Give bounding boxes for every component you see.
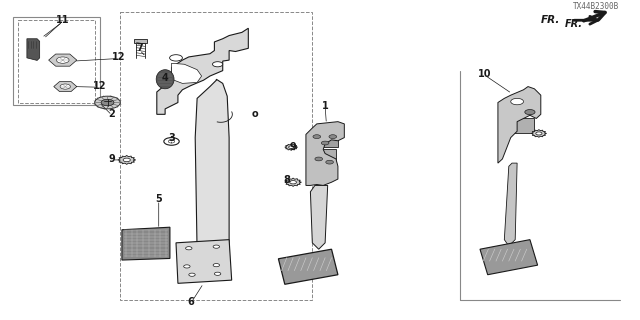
- Circle shape: [525, 109, 535, 115]
- Circle shape: [313, 135, 321, 139]
- Circle shape: [289, 146, 294, 148]
- Circle shape: [213, 264, 220, 267]
- Circle shape: [290, 180, 296, 184]
- Polygon shape: [285, 144, 298, 150]
- Text: 6: 6: [188, 298, 194, 308]
- Polygon shape: [156, 70, 174, 89]
- Text: o: o: [252, 109, 258, 119]
- Polygon shape: [122, 227, 170, 260]
- Circle shape: [170, 55, 182, 61]
- Text: TX44B2300B: TX44B2300B: [573, 2, 620, 11]
- Circle shape: [214, 272, 221, 275]
- Bar: [312, 149, 336, 166]
- Circle shape: [213, 245, 220, 248]
- Polygon shape: [306, 122, 344, 185]
- Polygon shape: [157, 28, 248, 114]
- Text: 8: 8: [284, 175, 290, 185]
- Circle shape: [212, 62, 223, 67]
- Circle shape: [95, 96, 120, 109]
- Circle shape: [321, 141, 329, 145]
- Text: 11: 11: [56, 15, 70, 25]
- Text: 9: 9: [290, 142, 296, 152]
- Text: FR.: FR.: [565, 19, 583, 29]
- Circle shape: [315, 157, 323, 161]
- Text: 10: 10: [478, 69, 492, 79]
- Circle shape: [536, 132, 542, 135]
- Text: 3: 3: [168, 133, 175, 143]
- Polygon shape: [285, 178, 301, 186]
- Text: 2: 2: [109, 109, 115, 119]
- Polygon shape: [504, 163, 517, 246]
- Text: 1: 1: [322, 101, 328, 111]
- Polygon shape: [498, 87, 541, 163]
- Circle shape: [101, 99, 114, 106]
- Polygon shape: [134, 39, 147, 43]
- Circle shape: [326, 160, 333, 164]
- Bar: [18, 20, 95, 102]
- Text: FR.: FR.: [541, 15, 560, 25]
- Polygon shape: [195, 79, 229, 259]
- Polygon shape: [278, 249, 338, 284]
- Circle shape: [329, 135, 337, 139]
- Circle shape: [186, 247, 192, 250]
- Text: 5: 5: [156, 194, 162, 204]
- Polygon shape: [54, 82, 77, 92]
- Circle shape: [511, 98, 524, 105]
- Circle shape: [168, 140, 175, 143]
- Bar: [314, 134, 338, 147]
- Circle shape: [60, 84, 70, 89]
- Polygon shape: [27, 39, 40, 60]
- Text: 12: 12: [92, 81, 106, 91]
- Circle shape: [56, 57, 69, 63]
- Polygon shape: [49, 54, 77, 66]
- Bar: [13, 17, 100, 105]
- Polygon shape: [531, 130, 547, 137]
- Polygon shape: [118, 156, 136, 164]
- Circle shape: [123, 158, 131, 162]
- Polygon shape: [176, 240, 232, 283]
- Text: 12: 12: [111, 52, 125, 62]
- Circle shape: [164, 138, 179, 145]
- Circle shape: [189, 273, 195, 276]
- Text: 9: 9: [109, 154, 115, 164]
- Bar: [120, 12, 312, 300]
- Polygon shape: [172, 63, 202, 84]
- Bar: [509, 118, 534, 133]
- Polygon shape: [310, 185, 328, 249]
- Polygon shape: [480, 240, 538, 275]
- Text: 4: 4: [162, 73, 168, 83]
- Circle shape: [184, 265, 190, 268]
- Text: 7: 7: [136, 43, 143, 53]
